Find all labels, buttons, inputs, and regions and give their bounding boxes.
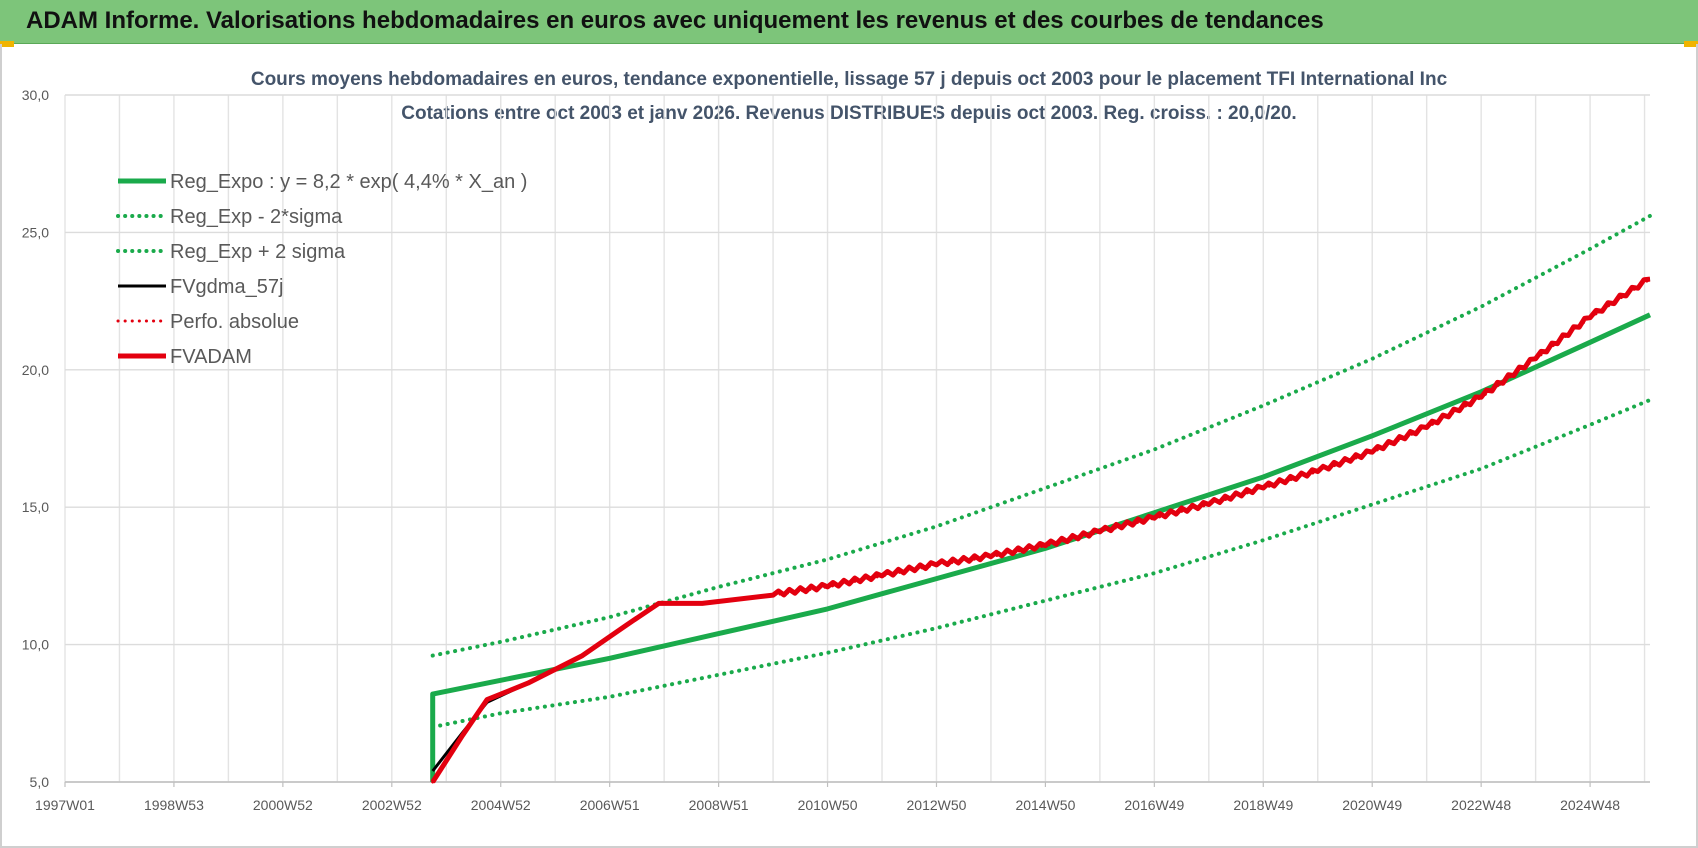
corner-marker-right [1684,41,1698,47]
report-title: ADAM Informe. Valorisations hebdomadaire… [26,7,1324,34]
corner-marker-left [0,41,14,47]
chart-title: Cours moyens hebdomadaires en euros, ten… [250,69,1448,90]
chart-subtitle: Cotations entre oct 2003 et janv 2026. R… [401,103,1297,124]
report-header-bar: ADAM Informe. Valorisations hebdomadaire… [0,0,1698,44]
chart-area [0,44,1698,848]
